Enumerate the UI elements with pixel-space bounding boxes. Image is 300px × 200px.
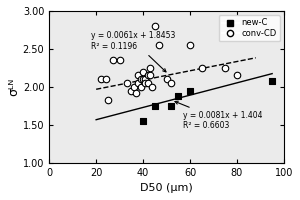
Point xyxy=(176,94,181,97)
Point xyxy=(103,78,108,81)
Point xyxy=(150,85,155,88)
Text: y = 0.0081x + 1.404
R² = 0.6603: y = 0.0081x + 1.404 R² = 0.6603 xyxy=(175,101,262,130)
Y-axis label: σᴸᴺ: σᴸᴺ xyxy=(7,78,20,96)
Point xyxy=(134,91,138,94)
Point xyxy=(223,66,228,69)
Point xyxy=(152,25,157,28)
Point xyxy=(148,66,152,69)
Point xyxy=(146,74,150,77)
Point xyxy=(131,85,136,88)
Point xyxy=(110,59,115,62)
Point xyxy=(136,81,141,85)
Point xyxy=(138,85,143,88)
Point xyxy=(199,66,204,69)
Point xyxy=(235,74,239,77)
Point xyxy=(188,43,192,47)
Point xyxy=(270,79,274,82)
Point xyxy=(143,81,148,85)
Point xyxy=(188,89,192,92)
Point xyxy=(129,89,134,92)
X-axis label: D50 (μm): D50 (μm) xyxy=(140,183,193,193)
Point xyxy=(169,104,174,107)
Point xyxy=(141,78,146,81)
Point xyxy=(106,99,110,102)
Point xyxy=(141,70,146,73)
Point xyxy=(124,81,129,85)
Point xyxy=(164,78,169,81)
Point xyxy=(138,78,143,81)
Point xyxy=(136,74,141,77)
Point xyxy=(143,78,148,81)
Point xyxy=(152,104,157,107)
Point xyxy=(169,81,174,85)
Legend: new-C, conv-CD: new-C, conv-CD xyxy=(219,15,280,41)
Point xyxy=(146,81,150,85)
Point xyxy=(148,74,152,77)
Point xyxy=(157,43,162,47)
Text: y = 0.0061x + 1.8453
R² = 0.1196: y = 0.0061x + 1.8453 R² = 0.1196 xyxy=(92,31,176,72)
Point xyxy=(98,78,103,81)
Point xyxy=(117,59,122,62)
Point xyxy=(141,119,146,123)
